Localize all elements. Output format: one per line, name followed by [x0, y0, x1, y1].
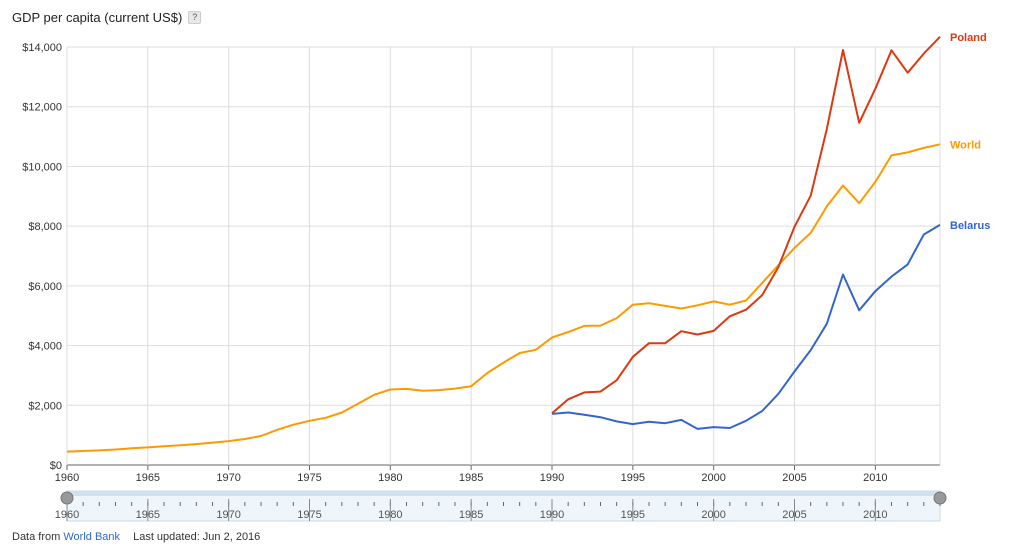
range-handle-knob — [933, 491, 947, 505]
y-tick-label: $14,000 — [22, 42, 62, 54]
range-tick-label: 1965 — [136, 509, 160, 521]
help-button[interactable]: ? — [188, 11, 202, 24]
range-tick-label: 1960 — [55, 509, 79, 521]
range-handle-knob — [60, 491, 74, 505]
chart-grid — [66, 46, 941, 466]
y-tick-label: $6,000 — [28, 281, 62, 293]
range-band — [67, 491, 940, 496]
x-tick-label: 1990 — [540, 472, 564, 484]
y-tick-label: $0 — [50, 460, 62, 472]
range-handle-right[interactable] — [933, 491, 947, 505]
x-axis: 1960 1965 1970 1975 1980 1985 1990 1995 2000 2005… — [55, 465, 888, 484]
y-tick-label: $4,000 — [28, 341, 62, 353]
x-tick-label: 1980 — [378, 472, 402, 484]
range-tick-label: 1975 — [297, 509, 321, 521]
x-tick-label: 1970 — [216, 472, 240, 484]
x-tick-label: 1985 — [459, 472, 483, 484]
chart-title: GDP per capita (current US$) — [12, 10, 183, 25]
source-prefix: Data from — [12, 531, 61, 543]
x-tick-label: 1965 — [136, 472, 160, 484]
range-tick-label: 1970 — [216, 509, 240, 521]
range-tick-label: 1995 — [621, 509, 645, 521]
x-tick-label: 1975 — [297, 472, 321, 484]
series-label-belarus: Belarus — [950, 220, 990, 232]
series-label-world: World — [950, 139, 981, 151]
x-tick-label: 1960 — [55, 472, 79, 484]
range-tick-label: 1990 — [540, 509, 564, 521]
chart-lines — [66, 36, 941, 453]
last-updated: Last updated: Jun 2, 2016 — [133, 531, 261, 543]
x-tick-label: 2010 — [863, 472, 887, 484]
x-tick-label: 2005 — [782, 472, 806, 484]
y-tick-label: $8,000 — [28, 221, 62, 233]
range-tick-label: 2010 — [863, 509, 887, 521]
range-handle-left[interactable] — [60, 491, 74, 505]
series-line-world — [66, 143, 941, 453]
series-line-belarus — [551, 224, 941, 430]
chart-header: GDP per capita (current US$) ? — [12, 10, 202, 25]
range-tick-label: 2005 — [782, 509, 806, 521]
series-line-poland — [551, 36, 941, 415]
range-tick-label: 2000 — [701, 509, 725, 521]
y-tick-label: $10,000 — [22, 161, 62, 173]
series-label-poland: Poland — [950, 32, 987, 44]
source-link[interactable]: World Bank — [63, 531, 121, 543]
range-tick-label: 1980 — [378, 509, 402, 521]
chart-footer: Data from World Bank Last updated: Jun 2… — [12, 531, 260, 543]
range-tick-label: 1985 — [459, 509, 483, 521]
series-labels: World Poland Belarus — [950, 32, 990, 232]
y-tick-label: $2,000 — [28, 400, 62, 412]
x-tick-label: 2000 — [701, 472, 725, 484]
range-selector: 1960 1965 1970 1975 1980 1985 1990 1995 2000 2005… — [55, 490, 947, 522]
y-axis: $0 $2,000 $4,000 $6,000 $8,000 $10,000 $12,000… — [22, 42, 62, 472]
x-tick-label: 1995 — [621, 472, 645, 484]
y-tick-label: $12,000 — [22, 102, 62, 114]
